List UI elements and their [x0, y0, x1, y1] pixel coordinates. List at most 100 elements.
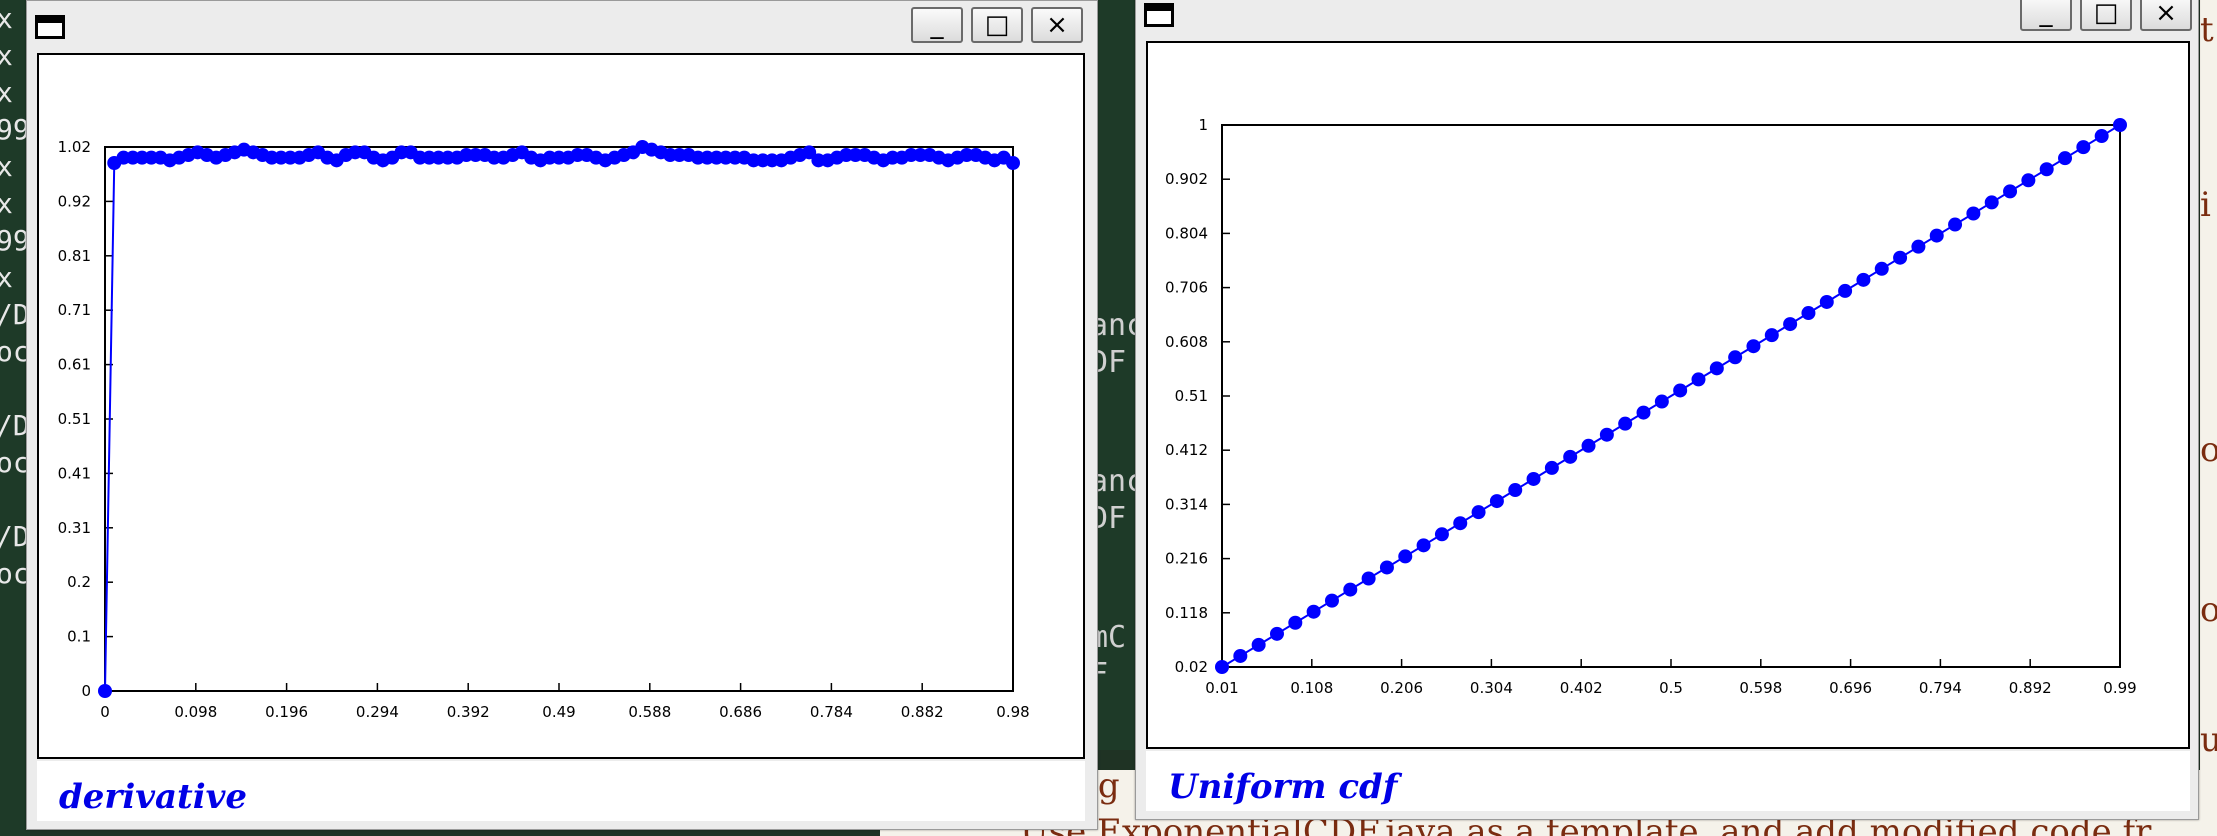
- data-point: [1599, 427, 1614, 442]
- data-point: [1966, 206, 1981, 221]
- y-tick-label: 0.902: [1165, 170, 1208, 188]
- terminal-line: /D: [0, 409, 30, 442]
- background-document-right: t i o o u: [2200, 0, 2217, 836]
- terminal-line: oc: [0, 335, 30, 368]
- x-tick-label: 0.206: [1380, 679, 1423, 697]
- data-point: [1215, 660, 1229, 674]
- data-point: [1856, 272, 1871, 287]
- terminal-line: 99: [0, 224, 30, 257]
- data-point: [1746, 339, 1761, 354]
- terminal-line: oc: [0, 446, 30, 479]
- x-tick-label: 0.402: [1560, 679, 1603, 697]
- x-tick-label: 0.686: [719, 703, 762, 721]
- maximize-button[interactable]: □: [971, 7, 1023, 43]
- data-point: [1911, 239, 1926, 254]
- x-tick-label: 0.304: [1470, 679, 1513, 697]
- window-menu-icon[interactable]: [1144, 3, 1174, 27]
- y-tick-label: 0.1: [67, 628, 91, 646]
- x-tick-label: 0.882: [901, 703, 944, 721]
- data-point: [2021, 173, 2036, 188]
- legend-panel: Uniform cdf: [1146, 751, 2190, 811]
- x-tick-label: 0.588: [628, 703, 671, 721]
- y-tick-label: 0.51: [1175, 387, 1208, 405]
- document-fragment: u: [2200, 720, 2217, 760]
- y-tick-label: 0.412: [1165, 441, 1208, 459]
- y-tick-label: 0.31: [58, 519, 91, 537]
- data-point: [2058, 151, 2073, 166]
- terminal-line: x: [0, 39, 13, 72]
- document-fragment: o: [2200, 590, 2217, 630]
- series-line: [104, 145, 1014, 692]
- terminal-line: x: [0, 76, 13, 109]
- y-tick-label: 0.608: [1165, 333, 1208, 351]
- minimize-button[interactable]: _: [2020, 0, 2072, 31]
- terminal-line: x: [0, 150, 13, 183]
- y-tick-label: 0.51: [58, 410, 91, 428]
- x-tick-label: 0.98: [996, 703, 1029, 721]
- uniform-cdf-chart: 0.01 0.108 0.206 0.304 0.402 0.5 0.598 0.696 0.7…: [1165, 116, 2137, 697]
- y-tick-label: 0.71: [58, 301, 91, 319]
- x-tick-label: 0.99: [2103, 679, 2136, 697]
- data-point: [1636, 405, 1651, 420]
- x-tick-label: 0.696: [1829, 679, 1872, 697]
- y-tick-label: 0: [81, 682, 91, 700]
- x-tick-label: 0.794: [1919, 679, 1962, 697]
- data-point: [1471, 505, 1486, 520]
- data-point: [1783, 317, 1798, 332]
- series-line: [1221, 124, 2121, 668]
- close-button[interactable]: ×: [1031, 7, 1083, 43]
- data-point: [1838, 283, 1853, 298]
- data-point: [1379, 560, 1394, 575]
- data-point: [98, 684, 112, 698]
- data-point: [2039, 162, 2054, 177]
- data-point: [2113, 118, 2127, 132]
- data-point: [1764, 328, 1779, 343]
- data-point: [1306, 604, 1321, 619]
- data-point: [1673, 383, 1688, 398]
- window-titlebar[interactable]: _ □ ×: [27, 1, 1097, 53]
- terminal-line: /D: [0, 298, 30, 331]
- terminal-line: x: [0, 187, 13, 220]
- uniform-cdf-plot-window[interactable]: _ □ × 0.01 0.108 0.206 0.304 0.402 0.5 0.598 0.…: [1135, 0, 2199, 820]
- close-button[interactable]: ×: [2140, 0, 2192, 31]
- y-tick-label: 0.92: [58, 192, 91, 210]
- x-tick-label: 0.294: [356, 703, 399, 721]
- data-point: [1398, 549, 1413, 564]
- document-fragment: i: [2200, 185, 2211, 225]
- data-point: [1801, 306, 1816, 321]
- x-tick-label: 0.108: [1290, 679, 1333, 697]
- minimize-button[interactable]: _: [911, 7, 963, 43]
- data-point: [1544, 460, 1559, 475]
- plot-panel: 0.01 0.108 0.206 0.304 0.402 0.5 0.598 0.696 0.7…: [1146, 41, 2190, 749]
- x-tick-label: 0.5: [1659, 679, 1683, 697]
- data-point: [1453, 516, 1468, 531]
- x-tick-label: 0.49: [542, 703, 575, 721]
- data-point: [2094, 129, 2109, 144]
- data-point: [1434, 527, 1449, 542]
- document-fragment: o: [2200, 430, 2217, 470]
- terminal-line: x: [0, 2, 13, 35]
- data-point: [1526, 471, 1541, 486]
- plot-panel: 0 0.098 0.196 0.294 0.392 0.49 0.588 0.686 0.784…: [37, 53, 1085, 759]
- data-point: [1984, 195, 1999, 210]
- data-point: [1233, 648, 1248, 663]
- maximize-button[interactable]: □: [2080, 0, 2132, 31]
- legend-panel: derivative: [37, 761, 1085, 821]
- data-point: [1563, 449, 1578, 464]
- data-point: [1269, 626, 1284, 641]
- data-point: [1691, 372, 1706, 387]
- data-point: [1709, 361, 1724, 376]
- data-point: [2076, 140, 2091, 155]
- derivative-chart: 0 0.098 0.196 0.294 0.392 0.49 0.588 0.686 0.784…: [58, 138, 1030, 721]
- window-titlebar[interactable]: _ □ ×: [1136, 0, 2198, 41]
- data-point: [1929, 228, 1944, 243]
- derivative-plot-window[interactable]: _ □ × 0 0.098 0.196 0.294 0.392 0.49 0.588 0.68…: [26, 0, 1098, 830]
- y-tick-label: 0.314: [1165, 495, 1208, 513]
- data-point: [1006, 156, 1020, 170]
- window-menu-icon[interactable]: [35, 15, 65, 39]
- terminal-line: 99: [0, 113, 30, 146]
- data-point: [1508, 483, 1523, 498]
- data-point: [1618, 416, 1633, 431]
- x-tick-label: 0.196: [265, 703, 308, 721]
